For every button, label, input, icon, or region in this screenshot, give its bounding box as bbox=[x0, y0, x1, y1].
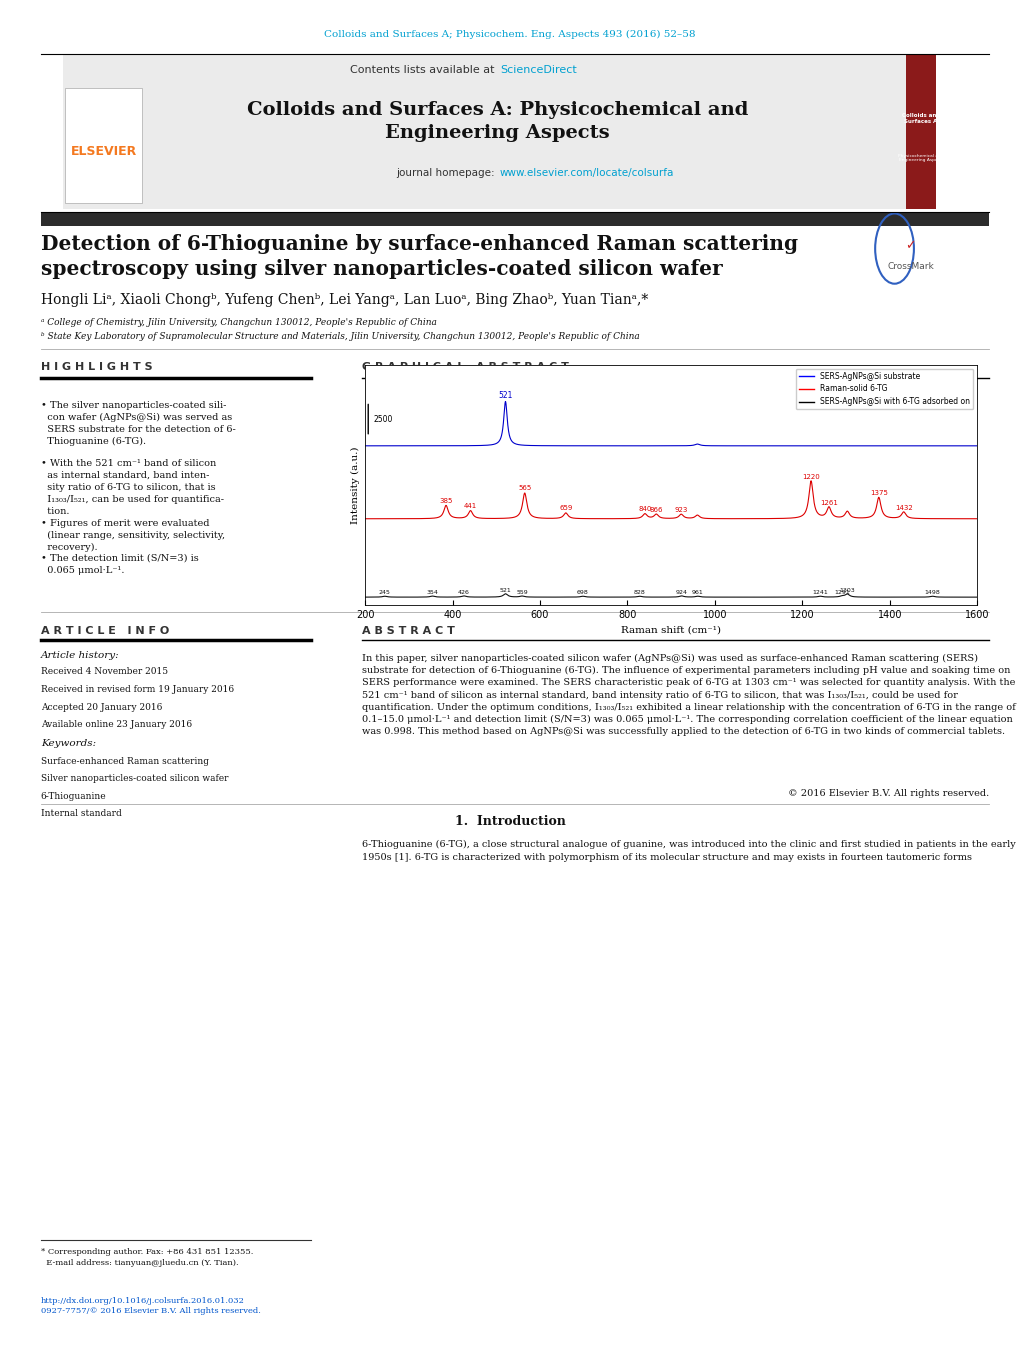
Text: 1375: 1375 bbox=[869, 490, 887, 496]
Bar bbox=[63, 54, 935, 209]
Text: 866: 866 bbox=[649, 507, 662, 513]
Text: Received 4 November 2015: Received 4 November 2015 bbox=[41, 667, 168, 677]
Text: In this paper, silver nanoparticles-coated silicon wafer (AgNPs@Si) was used as : In this paper, silver nanoparticles-coat… bbox=[362, 654, 1015, 736]
Text: 6-Thioguanine: 6-Thioguanine bbox=[41, 792, 106, 801]
Text: A R T I C L E   I N F O: A R T I C L E I N F O bbox=[41, 626, 169, 635]
Text: Article history:: Article history: bbox=[41, 651, 119, 661]
Text: 1291: 1291 bbox=[834, 590, 849, 596]
Text: Colloids and Surfaces A; Physicochem. Eng. Aspects 493 (2016) 52–58: Colloids and Surfaces A; Physicochem. En… bbox=[324, 30, 695, 39]
Text: www.elsevier.com/locate/colsurfa: www.elsevier.com/locate/colsurfa bbox=[499, 168, 674, 178]
Text: 1.  Introduction: 1. Introduction bbox=[454, 815, 565, 828]
Text: Accepted 20 January 2016: Accepted 20 January 2016 bbox=[41, 703, 162, 712]
Text: CrossMark: CrossMark bbox=[887, 262, 933, 270]
Text: 1498: 1498 bbox=[924, 590, 940, 596]
Text: Colloids and
Surfaces A: Colloids and Surfaces A bbox=[901, 113, 940, 124]
Text: Available online 23 January 2016: Available online 23 January 2016 bbox=[41, 720, 192, 730]
Text: Surface-enhanced Raman scattering: Surface-enhanced Raman scattering bbox=[41, 757, 209, 766]
Text: 521: 521 bbox=[499, 588, 511, 593]
Text: 1220: 1220 bbox=[801, 473, 819, 480]
Text: 2500: 2500 bbox=[373, 415, 392, 424]
Text: Detection of 6-Thioguanine by surface-enhanced Raman scattering
spectroscopy usi: Detection of 6-Thioguanine by surface-en… bbox=[41, 234, 797, 280]
Text: • Figures of merit were evaluated
  (linear range, sensitivity, selectivity,
  r: • Figures of merit were evaluated (linea… bbox=[41, 519, 225, 551]
Bar bbox=[905, 54, 935, 209]
Text: 1261: 1261 bbox=[819, 500, 837, 507]
Text: • The silver nanoparticles-coated sili-
  con wafer (AgNPs@Si) was served as
  S: • The silver nanoparticles-coated sili- … bbox=[41, 401, 235, 446]
Text: Silver nanoparticles-coated silicon wafer: Silver nanoparticles-coated silicon wafe… bbox=[41, 774, 228, 784]
Text: Keywords:: Keywords: bbox=[41, 739, 96, 748]
Text: ᵇ State Key Laboratory of Supramolecular Structure and Materials, Jilin Universi: ᵇ State Key Laboratory of Supramolecular… bbox=[41, 332, 639, 340]
Legend: SERS-AgNPs@Si substrate, Raman-solid 6-TG, SERS-AgNPs@Si with 6-TG adsorbed on: SERS-AgNPs@Si substrate, Raman-solid 6-T… bbox=[795, 369, 972, 409]
Text: 828: 828 bbox=[633, 590, 645, 596]
Text: ✓: ✓ bbox=[905, 239, 915, 253]
Text: 441: 441 bbox=[464, 503, 477, 509]
Text: 426: 426 bbox=[458, 590, 470, 594]
Bar bbox=[65, 88, 142, 203]
Text: ScienceDirect: ScienceDirect bbox=[499, 65, 576, 76]
Text: journal homepage:: journal homepage: bbox=[395, 168, 497, 178]
Text: 1241: 1241 bbox=[811, 590, 827, 596]
Text: 6-Thioguanine (6-TG), a close structural analogue of guanine, was introduced int: 6-Thioguanine (6-TG), a close structural… bbox=[362, 840, 1015, 862]
Text: Contents lists available at: Contents lists available at bbox=[350, 65, 497, 76]
Text: ELSEVIER: ELSEVIER bbox=[71, 145, 137, 158]
Bar bbox=[41, 212, 988, 226]
Y-axis label: Intensity (a.u.): Intensity (a.u.) bbox=[351, 446, 360, 524]
Text: A B S T R A C T: A B S T R A C T bbox=[362, 626, 454, 635]
Text: Received in revised form 19 January 2016: Received in revised form 19 January 2016 bbox=[41, 685, 233, 694]
Text: 659: 659 bbox=[558, 505, 572, 512]
Text: http://dx.doi.org/10.1016/j.colsurfa.2016.01.032
0927-7757/© 2016 Elsevier B.V. : http://dx.doi.org/10.1016/j.colsurfa.201… bbox=[41, 1297, 261, 1316]
Text: 559: 559 bbox=[516, 590, 528, 594]
Text: 354: 354 bbox=[426, 590, 438, 594]
Text: • The detection limit (S/N=3) is
  0.065 μmol·L⁻¹.: • The detection limit (S/N=3) is 0.065 μ… bbox=[41, 554, 199, 574]
Text: 1432: 1432 bbox=[894, 504, 912, 511]
Text: 521: 521 bbox=[498, 392, 513, 400]
Text: 698: 698 bbox=[577, 590, 588, 596]
Text: 924: 924 bbox=[675, 590, 687, 594]
Text: Physicochemical and
Engineering Aspects: Physicochemical and Engineering Aspects bbox=[898, 154, 943, 162]
Text: 961: 961 bbox=[691, 590, 703, 596]
Text: 840: 840 bbox=[638, 507, 651, 512]
Text: ᵃ College of Chemistry, Jilin University, Changchun 130012, People's Republic of: ᵃ College of Chemistry, Jilin University… bbox=[41, 319, 436, 327]
Text: 385: 385 bbox=[439, 499, 452, 504]
Text: G R A P H I C A L   A B S T R A C T: G R A P H I C A L A B S T R A C T bbox=[362, 362, 569, 373]
Text: 923: 923 bbox=[674, 507, 687, 513]
Text: Colloids and Surfaces A: Physicochemical and
Engineering Aspects: Colloids and Surfaces A: Physicochemical… bbox=[247, 101, 748, 142]
Text: 565: 565 bbox=[518, 485, 531, 492]
Text: © 2016 Elsevier B.V. All rights reserved.: © 2016 Elsevier B.V. All rights reserved… bbox=[788, 789, 988, 798]
X-axis label: Raman shift (cm⁻¹): Raman shift (cm⁻¹) bbox=[621, 626, 720, 635]
Text: * Corresponding author. Fax: +86 431 851 12355.
  E-mail address: tianyuan@jlued: * Corresponding author. Fax: +86 431 851… bbox=[41, 1248, 253, 1267]
Text: Internal standard: Internal standard bbox=[41, 809, 121, 819]
Text: H I G H L I G H T S: H I G H L I G H T S bbox=[41, 362, 152, 373]
Text: • With the 521 cm⁻¹ band of silicon
  as internal standard, band inten-
  sity r: • With the 521 cm⁻¹ band of silicon as i… bbox=[41, 459, 223, 516]
Text: 245: 245 bbox=[378, 590, 390, 596]
Text: 1303: 1303 bbox=[839, 588, 854, 593]
Text: Hongli Liᵃ, Xiaoli Chongᵇ, Yufeng Chenᵇ, Lei Yangᵃ, Lan Luoᵃ, Bing Zhaoᵇ, Yuan T: Hongli Liᵃ, Xiaoli Chongᵇ, Yufeng Chenᵇ,… bbox=[41, 293, 647, 307]
